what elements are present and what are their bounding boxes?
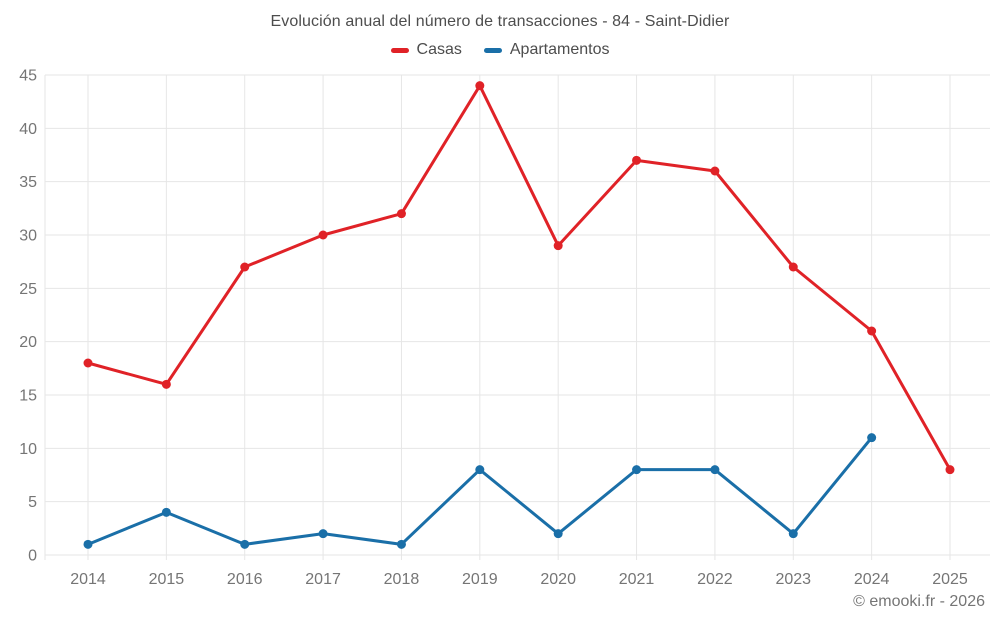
x-tick-label: 2024: [854, 571, 890, 588]
x-tick-label: 2021: [619, 571, 655, 588]
legend-swatch-apartamentos: [483, 47, 502, 53]
x-tick-label: 2017: [305, 571, 341, 588]
data-point-apartamentos[interactable]: [83, 539, 93, 549]
x-tick-label: 2018: [384, 571, 420, 588]
data-point-apartamentos[interactable]: [318, 529, 328, 539]
copyright-footer: © emooki.fr - 2026: [853, 593, 985, 610]
legend-label-casas: Casas: [416, 41, 462, 58]
series-line-casas: [86, 84, 952, 472]
legend-item-casas[interactable]: Casas: [390, 41, 462, 59]
y-tick-label: 10: [19, 441, 37, 458]
data-point-apartamentos[interactable]: [475, 465, 485, 475]
data-point-casas[interactable]: [710, 166, 720, 176]
y-tick-label: 15: [19, 388, 37, 405]
x-tick-label: 2025: [932, 571, 968, 588]
y-tick-label: 40: [19, 121, 37, 138]
data-point-apartamentos[interactable]: [788, 529, 798, 539]
x-tick-label: 2016: [227, 571, 263, 588]
x-tick-label: 2022: [697, 571, 733, 588]
data-point-apartamentos[interactable]: [240, 539, 250, 549]
x-tick-label: 2023: [775, 571, 811, 588]
chart-title: Evolución anual del número de transaccio…: [270, 13, 730, 30]
legend-swatch-casas: [390, 47, 409, 53]
x-tick-label: 2015: [149, 571, 185, 588]
y-tick-label: 0: [28, 548, 37, 565]
legend-label-apartamentos: Apartamentos: [509, 41, 610, 58]
data-point-casas[interactable]: [867, 326, 877, 336]
data-point-casas[interactable]: [83, 358, 93, 368]
y-tick-label: 20: [19, 334, 37, 351]
x-tick-label: 2019: [462, 571, 498, 588]
data-point-casas[interactable]: [475, 81, 485, 91]
data-point-casas[interactable]: [788, 262, 798, 272]
data-point-apartamentos[interactable]: [161, 507, 171, 517]
y-tick-label: 35: [19, 174, 37, 191]
legend: Casas Apartamentos: [0, 41, 1000, 59]
data-point-apartamentos[interactable]: [867, 433, 877, 443]
data-point-apartamentos[interactable]: [396, 539, 406, 549]
data-point-apartamentos[interactable]: [553, 529, 563, 539]
legend-item-apartamentos[interactable]: Apartamentos: [483, 41, 610, 59]
data-point-casas[interactable]: [632, 155, 642, 165]
data-point-casas[interactable]: [318, 230, 328, 240]
data-point-apartamentos[interactable]: [632, 465, 642, 475]
data-point-casas[interactable]: [396, 209, 406, 219]
data-point-casas[interactable]: [553, 241, 563, 251]
x-tick-label: 2014: [70, 571, 106, 588]
data-point-casas[interactable]: [161, 379, 171, 389]
y-tick-label: 30: [19, 228, 37, 245]
x-tick-label: 2020: [540, 571, 576, 588]
y-tick-label: 25: [19, 281, 37, 298]
data-point-casas[interactable]: [945, 465, 955, 475]
data-point-apartamentos[interactable]: [710, 465, 720, 475]
y-tick-label: 45: [19, 68, 37, 85]
data-point-casas[interactable]: [240, 262, 250, 272]
y-tick-label: 5: [28, 494, 37, 511]
